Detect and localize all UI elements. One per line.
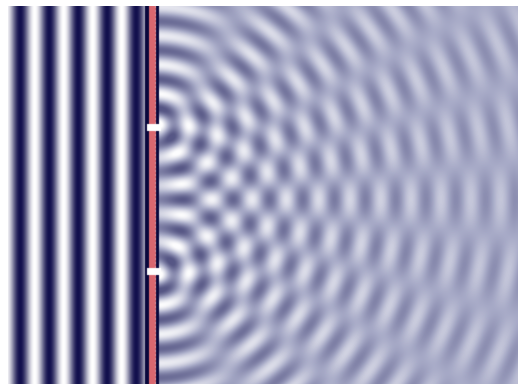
double-slit-interference-canvas (8, 6, 518, 384)
